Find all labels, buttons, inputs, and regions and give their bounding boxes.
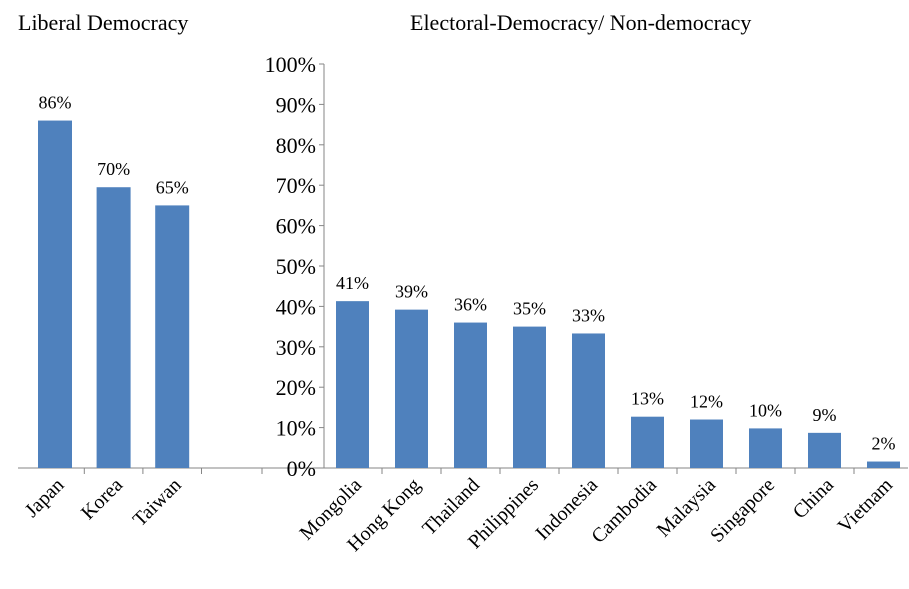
y-tick-label: 40% [276, 294, 316, 319]
y-tick-label: 50% [276, 254, 316, 279]
y-tick-label: 10% [276, 416, 316, 441]
y-tick-label: 90% [276, 92, 316, 117]
bar [808, 432, 841, 468]
data-label: 86% [39, 93, 72, 113]
x-tick-label: Taiwan [129, 474, 186, 531]
data-label: 33% [572, 305, 605, 325]
group-title-electoral-democracy: Electoral-Democracy/ Non-democracy [410, 10, 752, 35]
x-tick-label: Vietnam [834, 474, 898, 538]
data-label: 12% [690, 392, 723, 412]
bar [690, 419, 723, 468]
group-title-liberal-democracy: Liberal Democracy [18, 10, 189, 35]
y-tick-label: 70% [276, 173, 316, 198]
bar [395, 309, 428, 468]
x-tick-label: Japan [21, 474, 69, 522]
y-tick-label: 30% [276, 335, 316, 360]
bar [631, 416, 664, 468]
bar [454, 322, 487, 468]
bar [38, 120, 72, 468]
bar [867, 461, 900, 468]
bar [96, 187, 131, 468]
data-label: 36% [454, 295, 487, 315]
x-tick-label: Singapore [706, 474, 779, 547]
data-label: 13% [631, 389, 664, 409]
data-label: 41% [336, 273, 369, 293]
bar [572, 333, 605, 468]
data-label: 2% [872, 434, 896, 454]
data-label: 35% [513, 299, 546, 319]
x-tick-label: Cambodia [587, 474, 661, 548]
bar [749, 428, 782, 468]
data-label: 10% [749, 400, 782, 420]
y-tick-label: 100% [265, 52, 316, 77]
data-label: 65% [156, 177, 189, 197]
data-label: 70% [97, 159, 130, 179]
data-label: 39% [395, 282, 428, 302]
x-tick-label: Korea [77, 474, 127, 524]
y-tick-label: 20% [276, 375, 316, 400]
y-tick-label: 0% [287, 456, 316, 481]
x-tick-label: China [789, 474, 838, 523]
y-tick-label: 60% [276, 214, 316, 239]
bar [513, 326, 546, 468]
y-tick-label: 80% [276, 133, 316, 158]
bar [155, 205, 190, 468]
bar [336, 301, 369, 468]
data-label: 9% [813, 405, 837, 425]
